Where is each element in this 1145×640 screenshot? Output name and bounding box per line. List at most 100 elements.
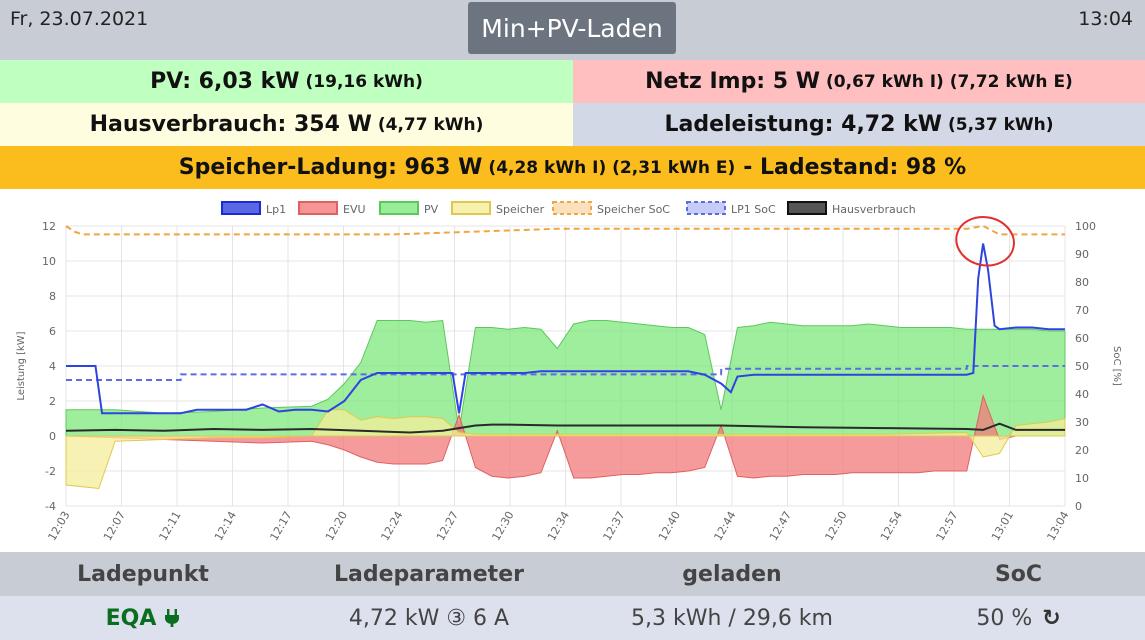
x-tick-label: 12:40 [656, 509, 683, 543]
y2-tick-label: 50 [1075, 360, 1089, 373]
charged-amount: 5,3 kWh / 29,6 km [631, 605, 833, 631]
house-energy: (4,77 kWh) [377, 114, 484, 135]
summary-row-2: Hausverbrauch: 354 W (4,77 kWh) Ladeleis… [0, 103, 1145, 146]
x-tick-label: 13:01 [989, 509, 1016, 543]
legend-label: PV [424, 203, 439, 216]
y-tick-label: 0 [49, 430, 56, 443]
legend-swatch [298, 201, 338, 215]
x-tick-label: 12:07 [101, 509, 128, 543]
x-tick-label: 12:24 [378, 509, 405, 543]
x-tick-label: 12:34 [545, 509, 572, 543]
charge-mode-button[interactable]: Min+PV-Laden [468, 2, 676, 54]
x-tick-label: 12:37 [600, 509, 627, 543]
legend-swatch [552, 201, 592, 215]
x-tick-label: 12:50 [822, 509, 849, 543]
top-bar: Fr, 23.07.2021 Min+PV-Laden 13:04 [0, 0, 1145, 60]
y-tick-label: -4 [45, 500, 56, 513]
charge-parameters: 4,72 kW ③ 6 A [348, 605, 510, 631]
col-header-ladeparameter: Ladeparameter [334, 561, 524, 587]
pv-summary: PV: 6,03 kW (19,16 kWh) [0, 60, 573, 103]
house-power: Hausverbrauch: 354 W [89, 112, 372, 137]
series-evu-area [65, 393, 1065, 479]
legend-swatch [221, 201, 261, 215]
legend-label: Speicher [496, 203, 545, 216]
y-tick-label: -2 [45, 465, 56, 478]
battery-power: Speicher-Ladung: 963 W [178, 155, 483, 180]
col-header-soc: SoC [994, 561, 1043, 587]
x-tick-label: 13:04 [1044, 509, 1071, 543]
grid-summary: Netz Imp: 5 W (0,67 kWh I) (7,72 kWh E) [573, 60, 1145, 103]
legend-label: Speicher SoC [597, 203, 670, 216]
charging-summary: Ladeleistung: 4,72 kW (5,37 kWh) [573, 103, 1145, 146]
legend-swatch [451, 201, 491, 215]
y-tick-label: 8 [49, 290, 56, 303]
pv-energy: (19,16 kWh) [305, 71, 423, 92]
summary-row-3: Speicher-Ladung: 963 W (4,28 kWh I) (2,3… [0, 146, 1145, 189]
y2-axis-label: SoC [%] [1111, 346, 1122, 386]
series-pv-area [65, 319, 1066, 437]
x-tick-label: 12:54 [878, 509, 905, 543]
x-tick-label: 12:03 [45, 509, 72, 543]
summary-row-1: PV: 6,03 kW (19,16 kWh) Netz Imp: 5 W (0… [0, 60, 1145, 103]
charge-point-name[interactable]: EQA [105, 605, 157, 631]
legend-label: EVU [343, 203, 366, 216]
y2-tick-label: 70 [1075, 304, 1089, 317]
legend-swatch [686, 201, 726, 215]
y-tick-label: 12 [42, 220, 56, 233]
charge-point-table-header: Ladepunkt Ladeparameter geladen SoC [0, 552, 1145, 596]
y2-tick-label: 0 [1075, 500, 1082, 513]
annotation-circle [955, 216, 1015, 267]
col-header-geladen: geladen [682, 561, 782, 587]
plug-icon [165, 609, 180, 627]
house-summary: Hausverbrauch: 354 W (4,77 kWh) [0, 103, 573, 146]
battery-soc: - Ladestand: 98 % [743, 155, 967, 180]
legend-swatch [787, 201, 827, 215]
x-tick-label: 12:27 [434, 509, 461, 543]
y-tick-label: 10 [42, 255, 56, 268]
series-hausverbrauch-line [65, 422, 1065, 434]
charge-point-name-cell[interactable]: EQA [0, 596, 286, 640]
date-label: Fr, 23.07.2021 [10, 8, 149, 30]
y2-tick-label: 80 [1075, 276, 1089, 289]
charging-power: Ladeleistung: 4,72 kW [664, 112, 942, 137]
power-chart-svg[interactable]: 121086420-2-4100908070605040302010012:03… [0, 190, 1145, 552]
legend-label: LP1 SoC [731, 203, 776, 216]
battery-energy: (4,28 kWh I) (2,31 kWh E) [488, 157, 736, 178]
grid-energy: (0,67 kWh I) (7,72 kWh E) [826, 71, 1073, 92]
y2-tick-label: 100 [1075, 220, 1096, 233]
x-tick-label: 12:47 [767, 509, 794, 543]
col-header-ladepunkt: Ladepunkt [77, 561, 209, 587]
series-speicher-soc-line [65, 224, 1065, 236]
y-axis-label: Leistung [kW] [16, 331, 27, 400]
battery-summary: Speicher-Ladung: 963 W (4,28 kWh I) (2,3… [0, 146, 1145, 189]
refresh-icon[interactable]: ↻ [1042, 605, 1061, 631]
vehicle-soc-cell[interactable]: 50 % ↻ [892, 596, 1145, 640]
x-tick-label: 12:20 [323, 509, 350, 543]
pv-power: PV: 6,03 kW [150, 69, 300, 94]
x-tick-label: 12:30 [489, 509, 516, 543]
y-tick-label: 6 [49, 325, 56, 338]
x-tick-label: 12:14 [212, 509, 239, 543]
y-tick-label: 2 [49, 395, 56, 408]
y2-tick-label: 10 [1075, 472, 1089, 485]
x-tick-label: 12:17 [267, 509, 294, 543]
series-lp1-line [66, 243, 1065, 415]
x-tick-label: 12:44 [711, 509, 738, 543]
charge-point-row[interactable]: EQA 4,72 kW ③ 6 A 5,3 kWh / 29,6 km 50 %… [0, 596, 1145, 640]
power-chart[interactable]: 12 10 8 6 4 2 0 -2 -4 100 90 80 70 60 50 40 30 20 10 0 12:03… [0, 190, 1145, 552]
legend-label: Hausverbrauch [832, 203, 916, 216]
y2-tick-label: 20 [1075, 444, 1089, 457]
x-tick-label: 12:11 [156, 509, 183, 543]
y2-tick-label: 30 [1075, 416, 1089, 429]
y-tick-label: 4 [49, 360, 56, 373]
legend-label: Lp1 [266, 203, 286, 216]
charging-energy: (5,37 kWh) [947, 114, 1054, 135]
vehicle-soc: 50 % [976, 605, 1033, 631]
x-tick-label: 12:57 [933, 509, 960, 543]
y2-tick-label: 60 [1075, 332, 1089, 345]
series-lp1-soc-line [66, 365, 1065, 381]
y2-tick-label: 40 [1075, 388, 1089, 401]
legend-swatch [379, 201, 419, 215]
grid-power: Netz Imp: 5 W [645, 69, 821, 94]
y2-tick-label: 90 [1075, 248, 1089, 261]
